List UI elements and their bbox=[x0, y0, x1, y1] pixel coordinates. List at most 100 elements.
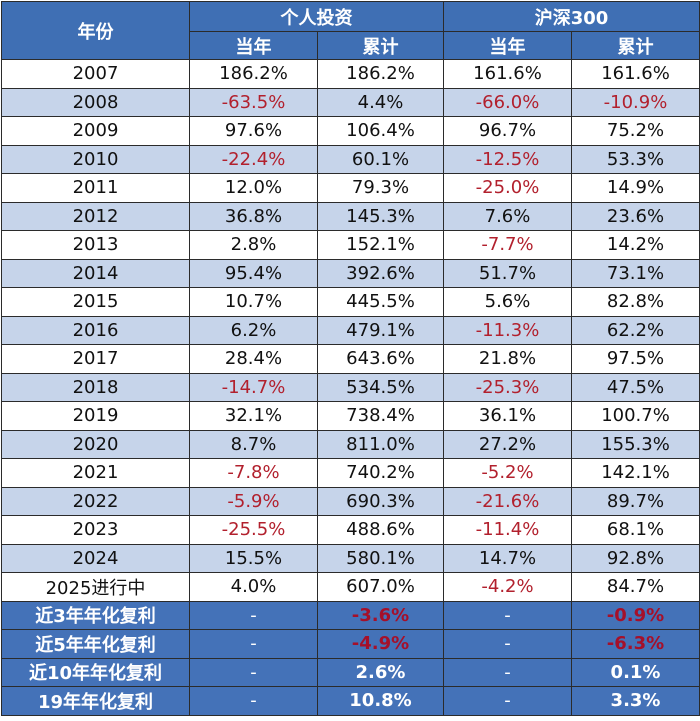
i-year-cell: -11.3% bbox=[443, 315, 572, 345]
p-cum-cell: 79.3% bbox=[317, 173, 444, 203]
year-cell: 2024 bbox=[1, 543, 190, 573]
p-year-cell: 97.6% bbox=[189, 116, 318, 146]
year-cell: 2021 bbox=[1, 458, 190, 488]
i-year-cell: 7.6% bbox=[443, 201, 572, 231]
p-cum-cell: 186.2% bbox=[317, 59, 444, 89]
summary-section: 近3年年化复利 - -3.6% - -0.9% 近5年年化复利 - -4.9% - -6.3% 近1… bbox=[1, 600, 700, 716]
p-year-cell: -5.9% bbox=[189, 486, 318, 516]
summary-row: 近5年年化复利 - -4.9% - -6.3% bbox=[1, 629, 700, 659]
i-cum-cell: 84.7% bbox=[570, 572, 700, 602]
i-cum-cell: 68.1% bbox=[570, 515, 700, 545]
i-cum-cell: 100.7% bbox=[570, 401, 700, 431]
p-year-cell: 15.5% bbox=[189, 543, 318, 573]
summary-label: 近5年年化复利 bbox=[1, 629, 190, 659]
header-personal-investment: 个人投资 bbox=[189, 1, 444, 32]
p-year-cell: -7.8% bbox=[189, 458, 318, 488]
p-year-cell: 36.8% bbox=[189, 201, 318, 231]
i-year-cell: -21.6% bbox=[443, 486, 572, 516]
summary-p-year-cell: - bbox=[189, 657, 318, 687]
table-body: 2007 186.2% 186.2% 161.6% 161.6% 2008 -63.5% 4.… bbox=[1, 59, 700, 602]
i-cum-cell: 92.8% bbox=[570, 543, 700, 573]
table-row: 2025进行中 4.0% 607.0% -4.2% 84.7% bbox=[1, 572, 700, 602]
year-cell: 2018 bbox=[1, 372, 190, 402]
year-cell: 2017 bbox=[1, 344, 190, 374]
table-row: 2011 12.0% 79.3% -25.0% 14.9% bbox=[1, 173, 700, 203]
p-year-cell: 4.0% bbox=[189, 572, 318, 602]
i-cum-cell: 62.2% bbox=[570, 315, 700, 345]
p-cum-cell: 690.3% bbox=[317, 486, 444, 516]
year-cell: 2013 bbox=[1, 230, 190, 260]
year-cell: 2015 bbox=[1, 287, 190, 317]
p-cum-cell: 479.1% bbox=[317, 315, 444, 345]
table-row: 2021 -7.8% 740.2% -5.2% 142.1% bbox=[1, 458, 700, 488]
p-cum-cell: 643.6% bbox=[317, 344, 444, 374]
table-row: 2010 -22.4% 60.1% -12.5% 53.3% bbox=[1, 144, 700, 174]
table-row: 2022 -5.9% 690.3% -21.6% 89.7% bbox=[1, 486, 700, 516]
i-year-cell: 14.7% bbox=[443, 543, 572, 573]
year-cell: 2011 bbox=[1, 173, 190, 203]
p-year-cell: -22.4% bbox=[189, 144, 318, 174]
header-row-groups: 年份 个人投资 沪深300 bbox=[1, 1, 700, 60]
p-year-cell: -14.7% bbox=[189, 372, 318, 402]
i-year-cell: -4.2% bbox=[443, 572, 572, 602]
table-row: 2015 10.7% 445.5% 5.6% 82.8% bbox=[1, 287, 700, 317]
i-year-cell: 96.7% bbox=[443, 116, 572, 146]
p-cum-cell: 738.4% bbox=[317, 401, 444, 431]
year-cell: 2009 bbox=[1, 116, 190, 146]
table-row: 2018 -14.7% 534.5% -25.3% 47.5% bbox=[1, 372, 700, 402]
header-personal-cumulative: 累计 bbox=[317, 31, 444, 60]
table-row: 2009 97.6% 106.4% 96.7% 75.2% bbox=[1, 116, 700, 146]
i-year-cell: -5.2% bbox=[443, 458, 572, 488]
summary-row: 19年年化复利 -10.8% -3.3% bbox=[1, 686, 700, 716]
table-row: 2014 95.4% 392.6% 51.7% 73.1% bbox=[1, 258, 700, 288]
i-cum-cell: 89.7% bbox=[570, 486, 700, 516]
p-year-cell: 95.4% bbox=[189, 258, 318, 288]
year-cell: 2020 bbox=[1, 429, 190, 459]
summary-i-year-cell: - bbox=[443, 657, 572, 687]
summary-i-cum-cell: 0.1% bbox=[570, 657, 700, 687]
table-row: 2017 28.4% 643.6% 21.8% 97.5% bbox=[1, 344, 700, 374]
i-cum-cell: 97.5% bbox=[570, 344, 700, 374]
table-row: 2008 -63.5% 4.4% -66.0% -10.9% bbox=[1, 87, 700, 117]
table-row: 2019 32.1% 738.4% 36.1% 100.7% bbox=[1, 401, 700, 431]
i-year-cell: 21.8% bbox=[443, 344, 572, 374]
p-year-cell: 10.7% bbox=[189, 287, 318, 317]
i-year-cell: 36.1% bbox=[443, 401, 572, 431]
i-year-cell: 51.7% bbox=[443, 258, 572, 288]
i-cum-cell: 23.6% bbox=[570, 201, 700, 231]
i-year-cell: -25.3% bbox=[443, 372, 572, 402]
p-cum-cell: 488.6% bbox=[317, 515, 444, 545]
p-cum-cell: 607.0% bbox=[317, 572, 444, 602]
year-cell: 2010 bbox=[1, 144, 190, 174]
summary-p-year-cell: - bbox=[189, 629, 318, 659]
header-csi300-cumulative: 累计 bbox=[570, 31, 700, 60]
i-cum-cell: 73.1% bbox=[570, 258, 700, 288]
year-cell: 2025进行中 bbox=[1, 572, 190, 602]
p-year-cell: 6.2% bbox=[189, 315, 318, 345]
summary-p-year-cell: - bbox=[189, 686, 318, 716]
year-cell: 2023 bbox=[1, 515, 190, 545]
p-cum-cell: 740.2% bbox=[317, 458, 444, 488]
p-year-cell: 2.8% bbox=[189, 230, 318, 260]
summary-i-cum-cell: -6.3% bbox=[570, 629, 700, 659]
summary-i-year-cell: - bbox=[443, 629, 572, 659]
year-cell: 2022 bbox=[1, 486, 190, 516]
table-row: 2023 -25.5% 488.6% -11.4% 68.1% bbox=[1, 515, 700, 545]
i-cum-cell: 82.8% bbox=[570, 287, 700, 317]
header-csi300: 沪深300 bbox=[442, 1, 700, 32]
year-cell: 2014 bbox=[1, 258, 190, 288]
p-cum-cell: 106.4% bbox=[317, 116, 444, 146]
year-cell: 2012 bbox=[1, 201, 190, 231]
table-row: 2016 6.2% 479.1% -11.3% 62.2% bbox=[1, 315, 700, 345]
i-cum-cell: 14.2% bbox=[570, 230, 700, 260]
i-year-cell: 27.2% bbox=[443, 429, 572, 459]
table-row: 2020 8.7% 811.0% 27.2% 155.3% bbox=[1, 429, 700, 459]
i-cum-cell: -10.9% bbox=[570, 87, 700, 117]
summary-p-cum-cell: -4.9% bbox=[317, 629, 444, 659]
p-year-cell: 32.1% bbox=[189, 401, 318, 431]
summary-i-cum-cell: -0.9% bbox=[570, 600, 700, 630]
summary-i-cum-cell: 3.3% bbox=[570, 686, 700, 716]
i-year-cell: -12.5% bbox=[443, 144, 572, 174]
summary-label: 19年年化复利 bbox=[1, 686, 190, 716]
